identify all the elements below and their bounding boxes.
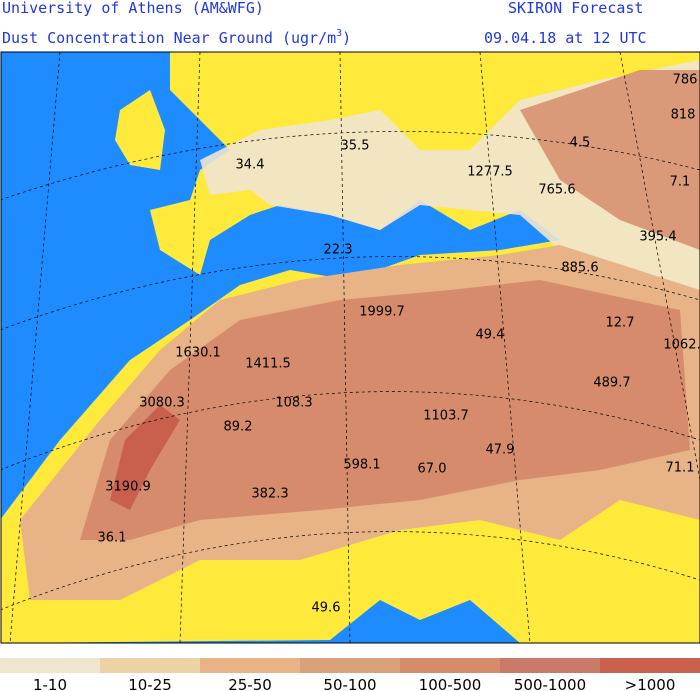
value-label: 71.1 bbox=[666, 461, 695, 476]
dust-high bbox=[80, 280, 690, 540]
graticule bbox=[1, 52, 700, 643]
map-labels: 786 818 4.5 1277.5 7.1 765.6 35.5 34.4 395.4 22.3… bbox=[98, 73, 700, 616]
value-label: 818 bbox=[671, 108, 696, 123]
legend-swatch bbox=[400, 658, 500, 673]
title: Dust Concentration Near Ground (ugr/m3) bbox=[2, 28, 351, 47]
value-label: 382.3 bbox=[251, 487, 288, 502]
value-label: 4.5 bbox=[570, 136, 591, 151]
value-label: 3190.9 bbox=[105, 480, 151, 495]
britain bbox=[115, 90, 165, 170]
legend-label: 1-10 bbox=[33, 676, 67, 691]
value-label: 7.1 bbox=[670, 175, 691, 190]
value-label: 3080.3 bbox=[139, 396, 185, 411]
value-label: 1630.1 bbox=[175, 346, 221, 361]
value-label: 22.3 bbox=[324, 243, 353, 258]
value-label: 885.6 bbox=[561, 261, 598, 276]
value-label: 598.1 bbox=[343, 458, 380, 473]
value-label: 1103.7 bbox=[423, 409, 469, 424]
value-label: 49.6 bbox=[312, 601, 341, 616]
legend-label: 25-50 bbox=[228, 676, 272, 691]
institution: University of Athens (AM&WFG) bbox=[2, 0, 264, 17]
title-text: Dust Concentration Near Ground (ugr/m bbox=[2, 29, 336, 47]
legend-swatch bbox=[300, 658, 400, 673]
legend-label: 10-25 bbox=[128, 676, 172, 691]
value-label: 12.7 bbox=[606, 316, 635, 331]
value-label: 108.3 bbox=[275, 396, 312, 411]
value-label: 1999.7 bbox=[359, 305, 405, 320]
legend: 1-10 10-25 25-50 50-100 100-500 500-1000 >1000 bbox=[0, 658, 700, 691]
dust-east bbox=[520, 70, 700, 250]
legend-swatch bbox=[200, 658, 300, 673]
legend-label: >1000 bbox=[625, 676, 676, 691]
legend-swatch bbox=[600, 658, 700, 673]
product: SKIRON Forecast bbox=[508, 0, 643, 17]
legend-label: 500-1000 bbox=[514, 676, 586, 691]
value-label: 36.1 bbox=[98, 531, 127, 546]
dust-peak bbox=[110, 405, 180, 510]
map: 786 818 4.5 1277.5 7.1 765.6 35.5 34.4 395.4 22.3… bbox=[0, 51, 700, 644]
value-label: 1277.5 bbox=[467, 165, 513, 180]
value-label: 67.0 bbox=[418, 462, 447, 477]
value-label: 1411.5 bbox=[245, 357, 291, 372]
value-label: 89.2 bbox=[224, 420, 253, 435]
value-label: 47.9 bbox=[486, 443, 515, 458]
legend-swatch bbox=[500, 658, 600, 673]
map-frame bbox=[0, 51, 700, 644]
value-label: 35.5 bbox=[341, 139, 370, 154]
legend-label: 50-100 bbox=[323, 676, 376, 691]
value-label: 489.7 bbox=[593, 376, 630, 391]
legend-swatch bbox=[0, 658, 100, 673]
title-close: ) bbox=[342, 29, 351, 47]
legend-swatch bbox=[100, 658, 200, 673]
value-label: 395.4 bbox=[639, 230, 676, 245]
value-label: 34.4 bbox=[236, 158, 265, 173]
value-label: 786 bbox=[673, 73, 698, 88]
valid-time: 09.04.18 at 12 UTC bbox=[484, 29, 647, 47]
title-superscript: 3 bbox=[336, 28, 342, 39]
legend-label: 100-500 bbox=[419, 676, 482, 691]
value-label: 1062. bbox=[663, 338, 700, 353]
value-label: 765.6 bbox=[538, 183, 575, 198]
value-label: 49.4 bbox=[476, 328, 505, 343]
